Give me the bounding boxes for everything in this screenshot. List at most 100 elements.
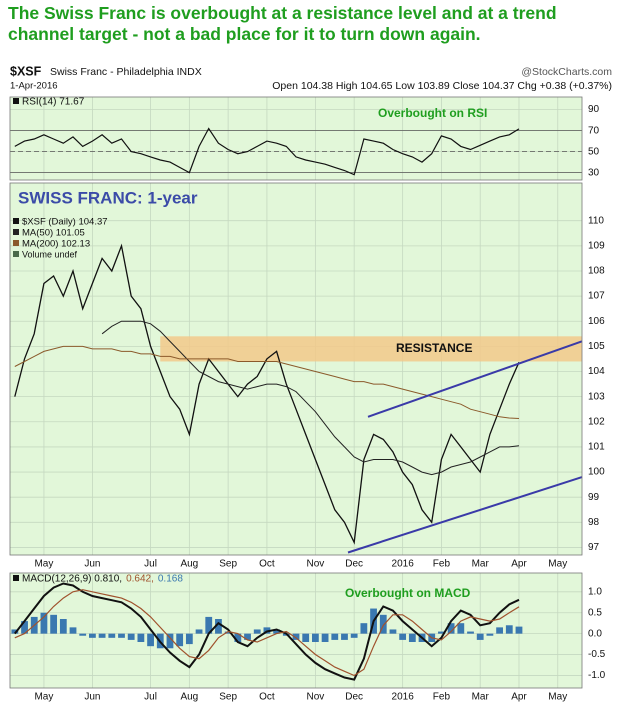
histogram-bar <box>505 625 513 634</box>
x-tick-label: Jul <box>144 692 157 703</box>
series-line <box>14 582 520 681</box>
y-tick-label: 97 <box>588 542 600 553</box>
histogram-bar <box>11 629 19 634</box>
x-tick-label: Mar <box>472 559 490 570</box>
y-tick-label: 70 <box>588 125 600 136</box>
y-tick-label: -1.0 <box>588 670 606 681</box>
legend-swatch <box>13 251 19 257</box>
histogram-bar <box>79 633 87 636</box>
histogram-bar <box>205 616 213 634</box>
histogram-bar <box>447 623 455 634</box>
x-tick-label: May <box>548 559 567 570</box>
x-tick-label: Sep <box>219 559 237 570</box>
date: 1-Apr-2016 <box>10 81 58 92</box>
histogram-bar <box>127 633 135 640</box>
series-line <box>14 127 520 176</box>
x-tick-label: Mar <box>472 692 490 703</box>
x-tick-label: Oct <box>259 559 275 570</box>
histogram-bar <box>486 633 494 636</box>
series-line <box>14 345 520 419</box>
histogram-bar <box>50 614 58 634</box>
instrument-name: Swiss Franc - Philadelphia INDX <box>50 66 202 78</box>
panel-background <box>10 183 582 555</box>
y-tick-label: 102 <box>588 416 605 427</box>
legend-swatch <box>13 218 19 224</box>
y-tick-label: 107 <box>588 291 605 302</box>
legend-entry: 0.168 <box>158 574 183 585</box>
y-tick-label: 108 <box>588 266 605 277</box>
legend-swatch <box>13 98 19 104</box>
x-tick-label: Aug <box>180 559 198 570</box>
legend-entry: Volume undef <box>22 249 78 259</box>
y-tick-label: -0.5 <box>588 649 606 660</box>
x-tick-label: May <box>34 692 53 703</box>
x-tick-label: Feb <box>433 559 451 570</box>
annotation: Overbought on RSI <box>378 106 487 120</box>
histogram-bar <box>244 633 251 640</box>
x-tick-label: Jul <box>144 559 157 570</box>
x-tick-label: Apr <box>511 692 527 703</box>
source: @StockCharts.com <box>521 66 612 78</box>
histogram-bar <box>350 633 358 638</box>
series-line <box>101 320 520 476</box>
subtitle: SWISS FRANC: 1-year <box>18 188 198 207</box>
histogram-bar <box>302 633 310 642</box>
histogram-bar <box>147 633 154 647</box>
trend-line <box>347 476 583 554</box>
histogram-bar <box>185 633 193 645</box>
histogram-bar <box>341 633 348 640</box>
histogram-bar <box>331 633 339 640</box>
y-tick-label: 100 <box>588 467 605 478</box>
x-tick-label: 2016 <box>392 559 415 570</box>
histogram-bar <box>292 633 300 640</box>
y-tick-label: 109 <box>588 240 605 251</box>
panel-border <box>9 572 583 689</box>
x-tick-label: Dec <box>345 692 363 703</box>
histogram-bar <box>321 633 329 642</box>
histogram-bar <box>253 629 261 634</box>
y-tick-label: 0.5 <box>588 607 602 618</box>
histogram-bar <box>176 633 184 647</box>
histogram-bar <box>21 621 28 634</box>
x-tick-label: Dec <box>345 559 363 570</box>
series-line <box>14 589 520 677</box>
y-tick-label: 1.0 <box>588 586 602 597</box>
resistance-band <box>160 336 582 362</box>
legend-swatch <box>13 229 19 235</box>
panel-border <box>9 182 583 556</box>
histogram-bar <box>89 633 96 638</box>
histogram-bar <box>360 623 368 634</box>
y-tick-label: 110 <box>588 215 604 226</box>
y-tick-label: 90 <box>588 104 600 115</box>
histogram-bar <box>59 619 67 634</box>
histogram-bar <box>40 612 48 634</box>
x-tick-label: Feb <box>433 692 451 703</box>
x-tick-label: Aug <box>180 692 198 703</box>
x-tick-label: Oct <box>259 692 275 703</box>
legend-entry: MA(200) 102.13 <box>22 239 90 250</box>
y-tick-label: 99 <box>588 492 600 503</box>
legend-entry: 0.642, <box>126 574 154 585</box>
x-tick-label: May <box>548 692 567 703</box>
legend-entry: MA(50) 101.05 <box>22 228 85 239</box>
histogram-bar <box>476 633 484 640</box>
x-tick-label: Sep <box>219 692 237 703</box>
histogram-bar <box>215 619 222 634</box>
x-tick-label: Apr <box>511 559 527 570</box>
histogram-bar <box>118 633 125 638</box>
legend-entry: $XSF (Daily) 104.37 <box>22 217 108 228</box>
histogram-bar <box>389 629 397 634</box>
histogram-bar <box>408 633 416 642</box>
legend-swatch <box>13 240 19 246</box>
x-tick-label: Nov <box>306 559 324 570</box>
symbol: $XSF <box>10 64 42 78</box>
legend-entry: MACD(12,26,9) 0.810, <box>22 574 122 585</box>
histogram-bar <box>234 633 242 642</box>
x-tick-label: 2016 <box>392 692 415 703</box>
histogram-bar <box>496 627 503 634</box>
histogram-bar <box>166 633 174 649</box>
y-tick-label: 103 <box>588 391 605 402</box>
panel-background <box>10 97 582 180</box>
